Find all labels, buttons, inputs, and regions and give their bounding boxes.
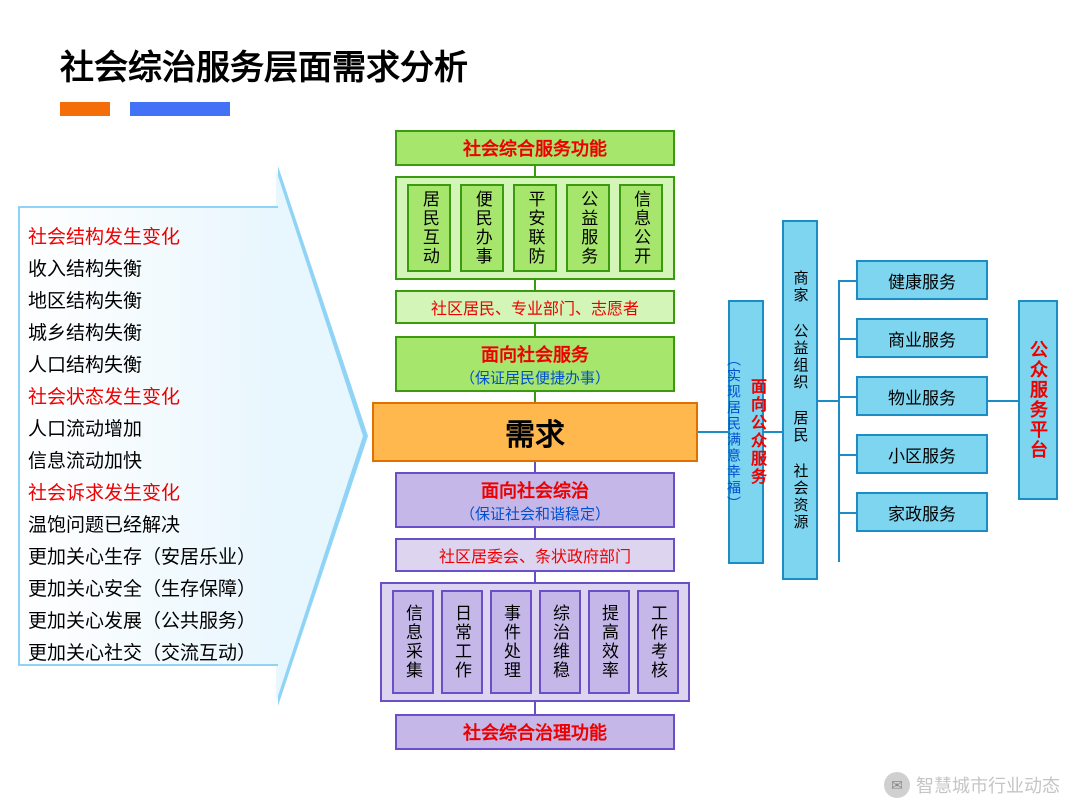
connector (838, 396, 856, 398)
watermark-text: 智慧城市行业动态 (916, 772, 1060, 798)
service-box: 物业服务 (856, 376, 988, 416)
box-resources: 商家 公益组织 居民 社会资源 (782, 220, 818, 580)
purple-items-container: 信息采集日常工作事件处理综治维稳提高效率工作考核 (380, 582, 690, 702)
connector (838, 454, 856, 456)
list-item: 更加关心发展（公共服务） (28, 606, 256, 638)
resources-label: 商家 公益组织 居民 社会资源 (790, 270, 811, 531)
connector (838, 512, 856, 514)
demand-label: 需求 (505, 410, 565, 454)
connector (988, 400, 1018, 402)
list-item: 收入结构失衡 (28, 254, 256, 286)
list-item: 更加关心生存（安居乐业） (28, 542, 256, 574)
connector (534, 528, 536, 538)
connector (838, 280, 856, 282)
box-bottom-function: 社会综合治理功能 (395, 714, 675, 750)
list-item: 人口结构失衡 (28, 350, 256, 382)
box-green-actors: 社区居民、专业部门、志愿者 (395, 290, 675, 324)
accent-bar-blue (130, 102, 230, 116)
list-item: 社会状态发生变化 (28, 382, 256, 414)
gov-face-title: 面向社会综治 (481, 477, 589, 503)
service-face-title: 面向社会服务 (481, 341, 589, 367)
connector (534, 462, 536, 472)
list-item: 温饱问题已经解决 (28, 510, 256, 542)
service-box: 商业服务 (856, 318, 988, 358)
box-public-service-face: 面向公众服务 （实现居民满意幸福） (728, 300, 764, 564)
green-item: 公益服务 (566, 184, 610, 272)
list-item: 社会诉求发生变化 (28, 478, 256, 510)
box-service-face: 面向社会服务 （保证居民便捷办事） (395, 336, 675, 392)
green-item: 信息公开 (619, 184, 663, 272)
platform-label: 公众服务平台 (1025, 340, 1051, 460)
purple-item: 工作考核 (637, 590, 679, 694)
connector (534, 702, 536, 714)
connector (838, 280, 840, 562)
wechat-icon: ✉ (884, 772, 910, 798)
connector (838, 338, 856, 340)
connector (534, 572, 536, 582)
box-top-function: 社会综合服务功能 (395, 130, 675, 166)
box-platform: 公众服务平台 (1018, 300, 1058, 500)
connector (764, 431, 782, 433)
service-box: 家政服务 (856, 492, 988, 532)
list-item: 信息流动加快 (28, 446, 256, 478)
connector (534, 280, 536, 290)
connector (534, 166, 536, 176)
bottom-function-label: 社会综合治理功能 (463, 719, 607, 745)
purple-item: 日常工作 (441, 590, 483, 694)
top-function-label: 社会综合服务功能 (463, 135, 607, 161)
box-purple-actors: 社区居委会、条状政府部门 (395, 538, 675, 572)
connector (818, 400, 840, 402)
change-list: 社会结构发生变化收入结构失衡地区结构失衡城乡结构失衡人口结构失衡社会状态发生变化… (28, 222, 256, 670)
green-items-container: 居民互动便民办事平安联防公益服务信息公开 (395, 176, 675, 280)
green-actors-label: 社区居民、专业部门、志愿者 (431, 295, 639, 319)
purple-item: 综治维稳 (539, 590, 581, 694)
list-item: 更加关心社交（交流互动） (28, 638, 256, 670)
page-title: 社会综治服务层面需求分析 (60, 40, 468, 89)
list-item: 城乡结构失衡 (28, 318, 256, 350)
green-item: 平安联防 (513, 184, 557, 272)
service-box: 健康服务 (856, 260, 988, 300)
green-item: 居民互动 (407, 184, 451, 272)
service-face-sub: （保证居民便捷办事） (460, 367, 610, 388)
purple-item: 信息采集 (392, 590, 434, 694)
box-demand: 需求 (372, 402, 698, 462)
list-item: 社会结构发生变化 (28, 222, 256, 254)
public-face-sub: （实现居民满意幸福） (724, 352, 744, 512)
purple-actors-label: 社区居委会、条状政府部门 (439, 543, 631, 567)
box-gov-face: 面向社会综治 （保证社会和谐稳定） (395, 472, 675, 528)
list-item: 更加关心安全（生存保障） (28, 574, 256, 606)
connector (534, 392, 536, 402)
gov-face-sub: （保证社会和谐稳定） (460, 503, 610, 524)
list-item: 地区结构失衡 (28, 286, 256, 318)
accent-bar-orange (60, 102, 110, 116)
arrow-panel: 社会结构发生变化收入结构失衡地区结构失衡城乡结构失衡人口结构失衡社会状态发生变化… (18, 166, 368, 706)
purple-item: 事件处理 (490, 590, 532, 694)
service-box: 小区服务 (856, 434, 988, 474)
list-item: 人口流动增加 (28, 414, 256, 446)
purple-item: 提高效率 (588, 590, 630, 694)
watermark: ✉ 智慧城市行业动态 (884, 772, 1060, 798)
connector (534, 324, 536, 336)
green-item: 便民办事 (460, 184, 504, 272)
